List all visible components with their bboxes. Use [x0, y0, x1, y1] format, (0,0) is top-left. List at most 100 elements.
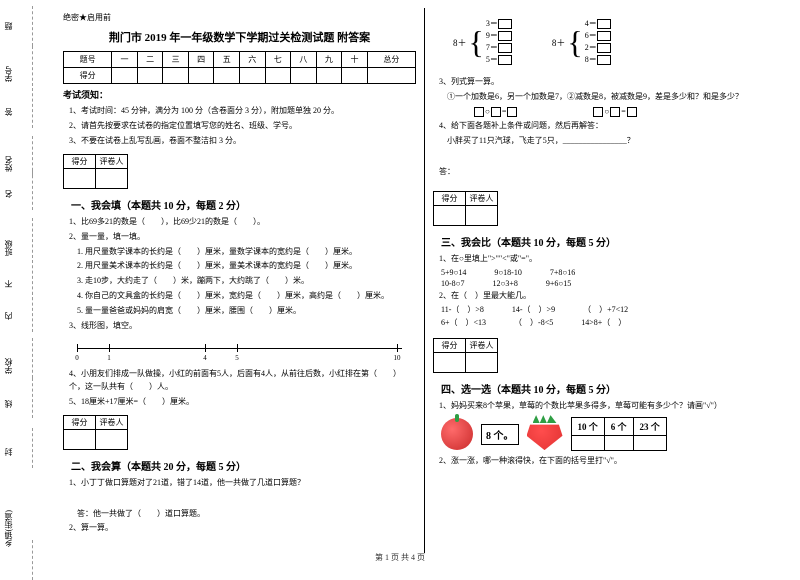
binding-label: 封: [3, 448, 14, 456]
score-cell: 得分: [64, 68, 112, 84]
binding-label: 线: [3, 400, 14, 408]
grader-box-2: 得分评卷人: [63, 415, 128, 450]
score-cell: [163, 68, 189, 84]
binding-label: 不: [3, 280, 14, 288]
s1-q4: 4、小朋友们排成一队做操，小红的前面有5人，后面有4人，从前往后数，小红排在第（…: [69, 368, 416, 394]
notice-item: 3、不要在试卷上乱写乱画，卷面不整洁扣 3 分。: [69, 135, 416, 147]
compare-item: （ ）+7<12: [583, 304, 628, 315]
option-cell: 23 个: [633, 418, 666, 436]
grader-box-4: 得分评卷人: [433, 338, 498, 373]
binding-label: 班级: [3, 240, 14, 256]
bracket-line: 8＝: [585, 54, 611, 66]
box-icon: [610, 107, 620, 117]
score-cell: [188, 68, 214, 84]
box-icon: [507, 107, 517, 117]
score-cell: [342, 68, 368, 84]
binding-label: 姓名: [3, 156, 14, 172]
binding-label: 题: [3, 22, 14, 30]
compare-item: 11-（ ）>8: [441, 304, 484, 315]
left-column: 绝密★启用前 荆门市 2019 年一年级数学下学期过关检测试题 附答案 题号一二…: [55, 8, 425, 553]
compare-row: 11-（ ）>814-（ ）>9（ ）+7<12: [441, 304, 787, 315]
s4-q1: 1、妈妈买来8个苹果，草莓的个数比苹果多得多，草莓可能有多少个？请画"√"）: [439, 400, 787, 413]
score-header-cell: 二: [137, 52, 163, 68]
tick-label: 5: [235, 354, 239, 362]
brace-icon: {: [567, 26, 582, 58]
score-header-cell: 九: [316, 52, 342, 68]
tick-label: 0: [75, 354, 79, 362]
score-header-cell: 一: [112, 52, 138, 68]
fruit-row: 8 个。 10 个6 个23 个: [441, 417, 779, 451]
option-table: 10 个6 个23 个: [571, 417, 667, 451]
sub-question: 4. 你自己的文具盒的长约是（ ）厘米，宽约是（ ）厘米，高约是（ ）厘米。: [77, 290, 416, 303]
compare-item: 7+8○16: [550, 268, 575, 277]
compare-item: 9+6○15: [546, 279, 571, 288]
score-cell: [239, 68, 265, 84]
option-blank: [571, 436, 604, 451]
sub-question: 2. 用尺量美术课本的长约是（ ）厘米，量美术课本的宽约是（ ）厘米。: [77, 260, 416, 273]
score-header-cell: 七: [265, 52, 291, 68]
section-3-title: 三、我会比（本题共 10 分，每题 5 分）: [441, 234, 787, 249]
notice-item: 2、请首先按要求在试卷的指定位置填写您的姓名、班级、学号。: [69, 120, 416, 132]
s1-q3: 3、线形图，填空。: [69, 320, 416, 333]
grader-box-3: 得分评卷人: [433, 191, 498, 226]
box-icon: [491, 107, 501, 117]
compare-row: 6+（ ）<13（ ）-8<514>8+（ ）: [441, 317, 787, 328]
section-4-title: 四、选一选（本题共 10 分，每题 5 分）: [441, 381, 787, 396]
score-cell: [214, 68, 240, 84]
notice-item: 1、考试时间：45 分钟，满分为 100 分（含卷面分 3 分），附加题单独 2…: [69, 105, 416, 117]
score-header-cell: 总分: [367, 52, 415, 68]
score-header-cell: 四: [188, 52, 214, 68]
score-cell: [112, 68, 138, 84]
s2-q4: 4、给下面各题补上条件或问题，然后再解答：: [439, 120, 787, 133]
section-1-title: 一、我会填（本题共 10 分，每题 2 分）: [71, 197, 416, 212]
score-header-cell: 六: [239, 52, 265, 68]
sub-question: 1. 用尺量数学课本的长约是（ ）厘米，量数学课本的宽约是（ ）厘米。: [77, 246, 416, 259]
score-table: 题号一二三四五六七八九十总分 得分: [63, 51, 416, 84]
binding-label: 名: [3, 190, 14, 198]
box-icon: [593, 107, 603, 117]
binding-label: 乡镇(街道): [3, 510, 14, 547]
score-cell: [316, 68, 342, 84]
sub-question: 3. 走10步，大约走了（ ）米，蹦两下，大约跳了（ ）米。: [77, 275, 416, 288]
compare-row: 5+9○14 9○18-10 7+8○16: [441, 268, 787, 277]
score-header-cell: 十: [342, 52, 368, 68]
right-column: 8＋ { 3＝9＝7＝5＝ 8＋ { 4＝6＝2＝8＝ 3、列式算一算。 ①一个…: [425, 8, 795, 553]
answer-label: 答：: [439, 166, 787, 179]
option-blank: [604, 436, 633, 451]
s4-q2: 2、涨一涨，哪一种滚得快，在下面的括号里打"√"。: [439, 455, 787, 468]
sub-question: 5. 量一量爸爸或妈妈的肩宽（ ）厘米，腰围（ ）厘米。: [77, 305, 416, 318]
compare-item: 5+9○14: [441, 268, 466, 277]
page-footer: 第 1 页 共 4 页: [0, 552, 800, 563]
option-blank: [633, 436, 666, 451]
apple-icon: [441, 418, 473, 450]
brace-icon: {: [469, 26, 484, 58]
s1-q1: 1、比69多21的数是（ ），比69少21的数是（ ）。: [69, 216, 416, 229]
s2-q3a: ①一个加数是6，另一个加数是7，②减数是8，被减数是9，差是多少和？和是多少？: [447, 91, 787, 104]
tick-label: 10: [394, 354, 401, 362]
strawberry-icon: [527, 418, 563, 450]
s3-q2: 2、在（ ）里最大能几。: [439, 290, 787, 303]
score-header-cell: 五: [214, 52, 240, 68]
bracket-right: 8＋ { 4＝6＝2＝8＝: [552, 18, 611, 66]
s3-q1: 1、在○里填上">""<"或"="。: [439, 253, 787, 266]
score-cell: [137, 68, 163, 84]
binding-label: 内: [3, 312, 14, 320]
bracket-prefix-right: 8＋: [552, 36, 566, 49]
bracket-line: 5＝: [486, 54, 512, 66]
bracket-line: 6＝: [585, 30, 611, 42]
compare-row: 10-8○712○3+89+6○15: [441, 279, 787, 288]
score-cell: [367, 68, 415, 84]
bracket-line: 3＝: [486, 18, 512, 30]
exam-title: 荆门市 2019 年一年级数学下学期过关检测试题 附答案: [63, 29, 416, 45]
notice-heading: 考试须知：: [63, 88, 416, 101]
s1-q5: 5、18厘米+17厘米=（ ）厘米。: [69, 396, 416, 409]
compare-item: 9○18-10: [494, 268, 522, 277]
score-header-cell: 三: [163, 52, 189, 68]
compare-item: 6+（ ）<13: [441, 317, 486, 328]
bracket-line: 2＝: [585, 42, 611, 54]
binding-label: 答: [3, 108, 14, 116]
bracket-line: 9＝: [486, 30, 512, 42]
tick-label: 4: [203, 354, 207, 362]
option-cell: 6 个: [604, 418, 633, 436]
bracket-prefix-left: 8＋: [453, 36, 467, 49]
